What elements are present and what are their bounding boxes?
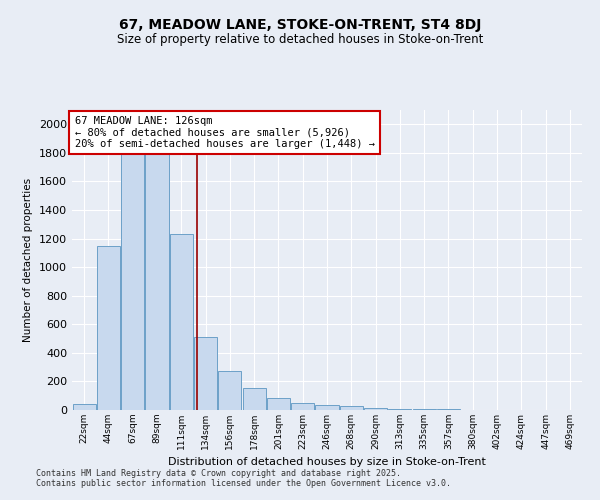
Bar [291, 403, 314, 410]
Bar [73, 404, 95, 410]
Bar [170, 234, 193, 410]
Bar [194, 337, 217, 410]
Bar [413, 409, 436, 410]
Bar [97, 246, 120, 410]
Text: 67 MEADOW LANE: 126sqm
← 80% of detached houses are smaller (5,926)
20% of semi-: 67 MEADOW LANE: 126sqm ← 80% of detached… [74, 116, 374, 149]
Bar [364, 408, 387, 410]
Bar [267, 398, 290, 410]
Y-axis label: Number of detached properties: Number of detached properties [23, 178, 34, 342]
X-axis label: Distribution of detached houses by size in Stoke-on-Trent: Distribution of detached houses by size … [168, 458, 486, 468]
Bar [218, 372, 241, 410]
Bar [316, 404, 338, 410]
Bar [340, 406, 363, 410]
Bar [121, 132, 144, 410]
Bar [388, 408, 412, 410]
Text: Contains HM Land Registry data © Crown copyright and database right 2025.: Contains HM Land Registry data © Crown c… [36, 468, 401, 477]
Bar [242, 388, 266, 410]
Text: Size of property relative to detached houses in Stoke-on-Trent: Size of property relative to detached ho… [117, 32, 483, 46]
Text: 67, MEADOW LANE, STOKE-ON-TRENT, ST4 8DJ: 67, MEADOW LANE, STOKE-ON-TRENT, ST4 8DJ [119, 18, 481, 32]
Bar [145, 146, 169, 410]
Text: Contains public sector information licensed under the Open Government Licence v3: Contains public sector information licen… [36, 478, 451, 488]
